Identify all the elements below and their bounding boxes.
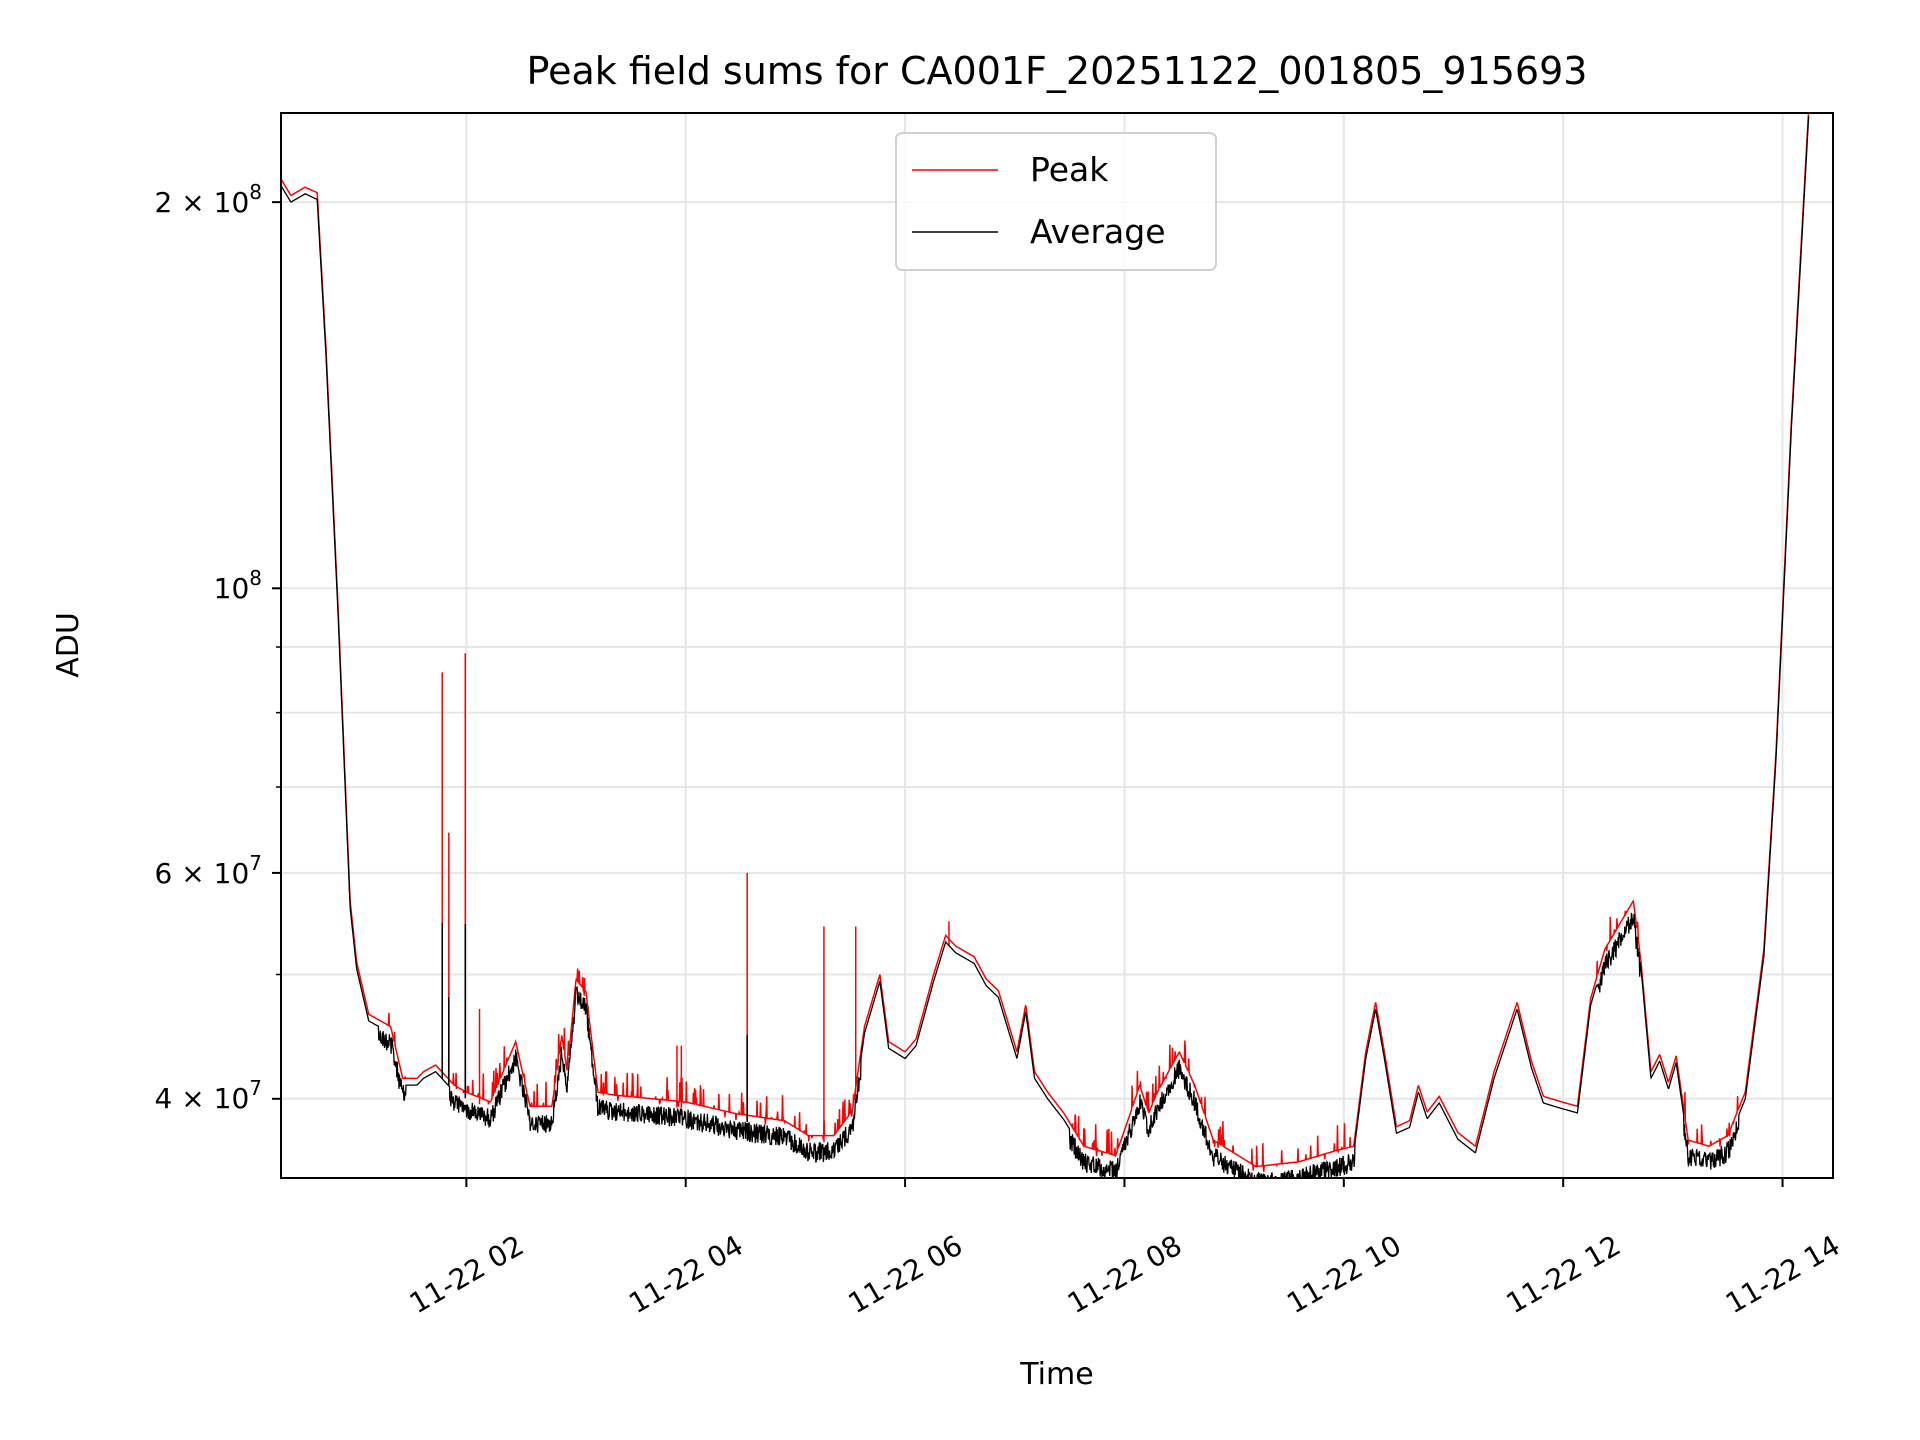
chart-title: Peak field sums for CA001F_20251122_0018… [527, 49, 1588, 93]
legend-peak-label: Peak [1030, 150, 1109, 189]
average-series-line [281, 116, 1810, 1178]
legend-box [895, 132, 1217, 271]
axes-frame [280, 112, 1834, 1179]
y-axis: 2 × 108 108 6 × 107 4 × 107 [155, 180, 281, 1115]
x-axis-label: Time [1019, 1357, 1093, 1392]
y-axis-label: ADU [51, 612, 86, 678]
plot-lines [281, 113, 1810, 1178]
legend-average-label: Average [1030, 212, 1166, 251]
legend: Peak Average [895, 132, 1217, 271]
y-tick-label: 4 × 107 [155, 1076, 262, 1115]
y-tick-label: 6 × 107 [155, 851, 262, 890]
y-tick-label: 2 × 108 [155, 180, 262, 219]
peak-series-line [281, 113, 1810, 1172]
grid [281, 113, 1833, 1178]
y-tick-label: 108 [214, 566, 262, 605]
